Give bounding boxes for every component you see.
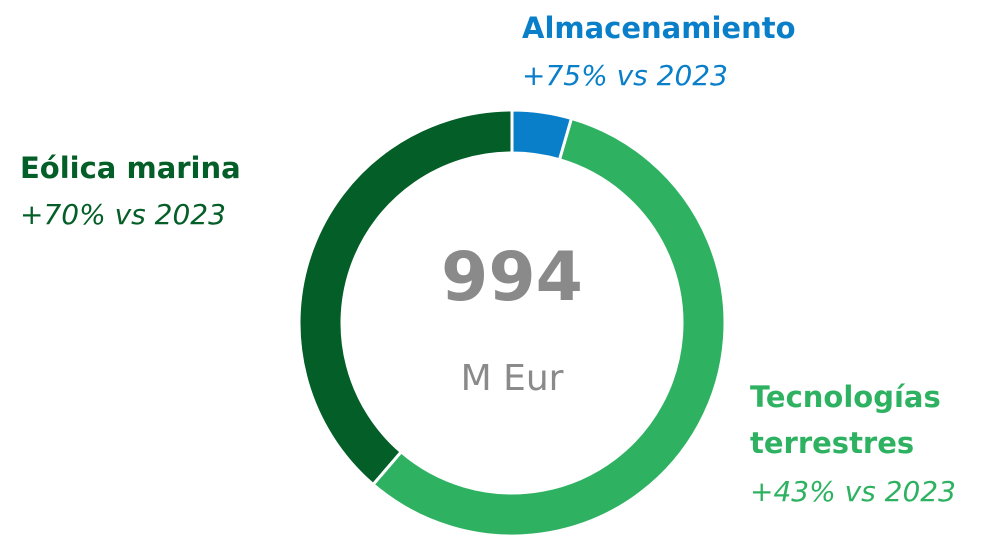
segment-label: Eólica marina: [20, 151, 241, 185]
segment-label: Tecnologías terrestres: [750, 380, 941, 460]
center-value: 994: [441, 238, 583, 317]
change-label: +70% vs 2023: [20, 198, 226, 231]
segment-label: Almacenamiento: [522, 11, 796, 45]
donut-segment: [510, 108, 574, 162]
center-label: M Eur: [461, 358, 564, 399]
donut-segment: [371, 116, 727, 536]
change-label: +43% vs 2023: [750, 475, 956, 508]
change-label: +75% vs 2023: [522, 59, 728, 92]
